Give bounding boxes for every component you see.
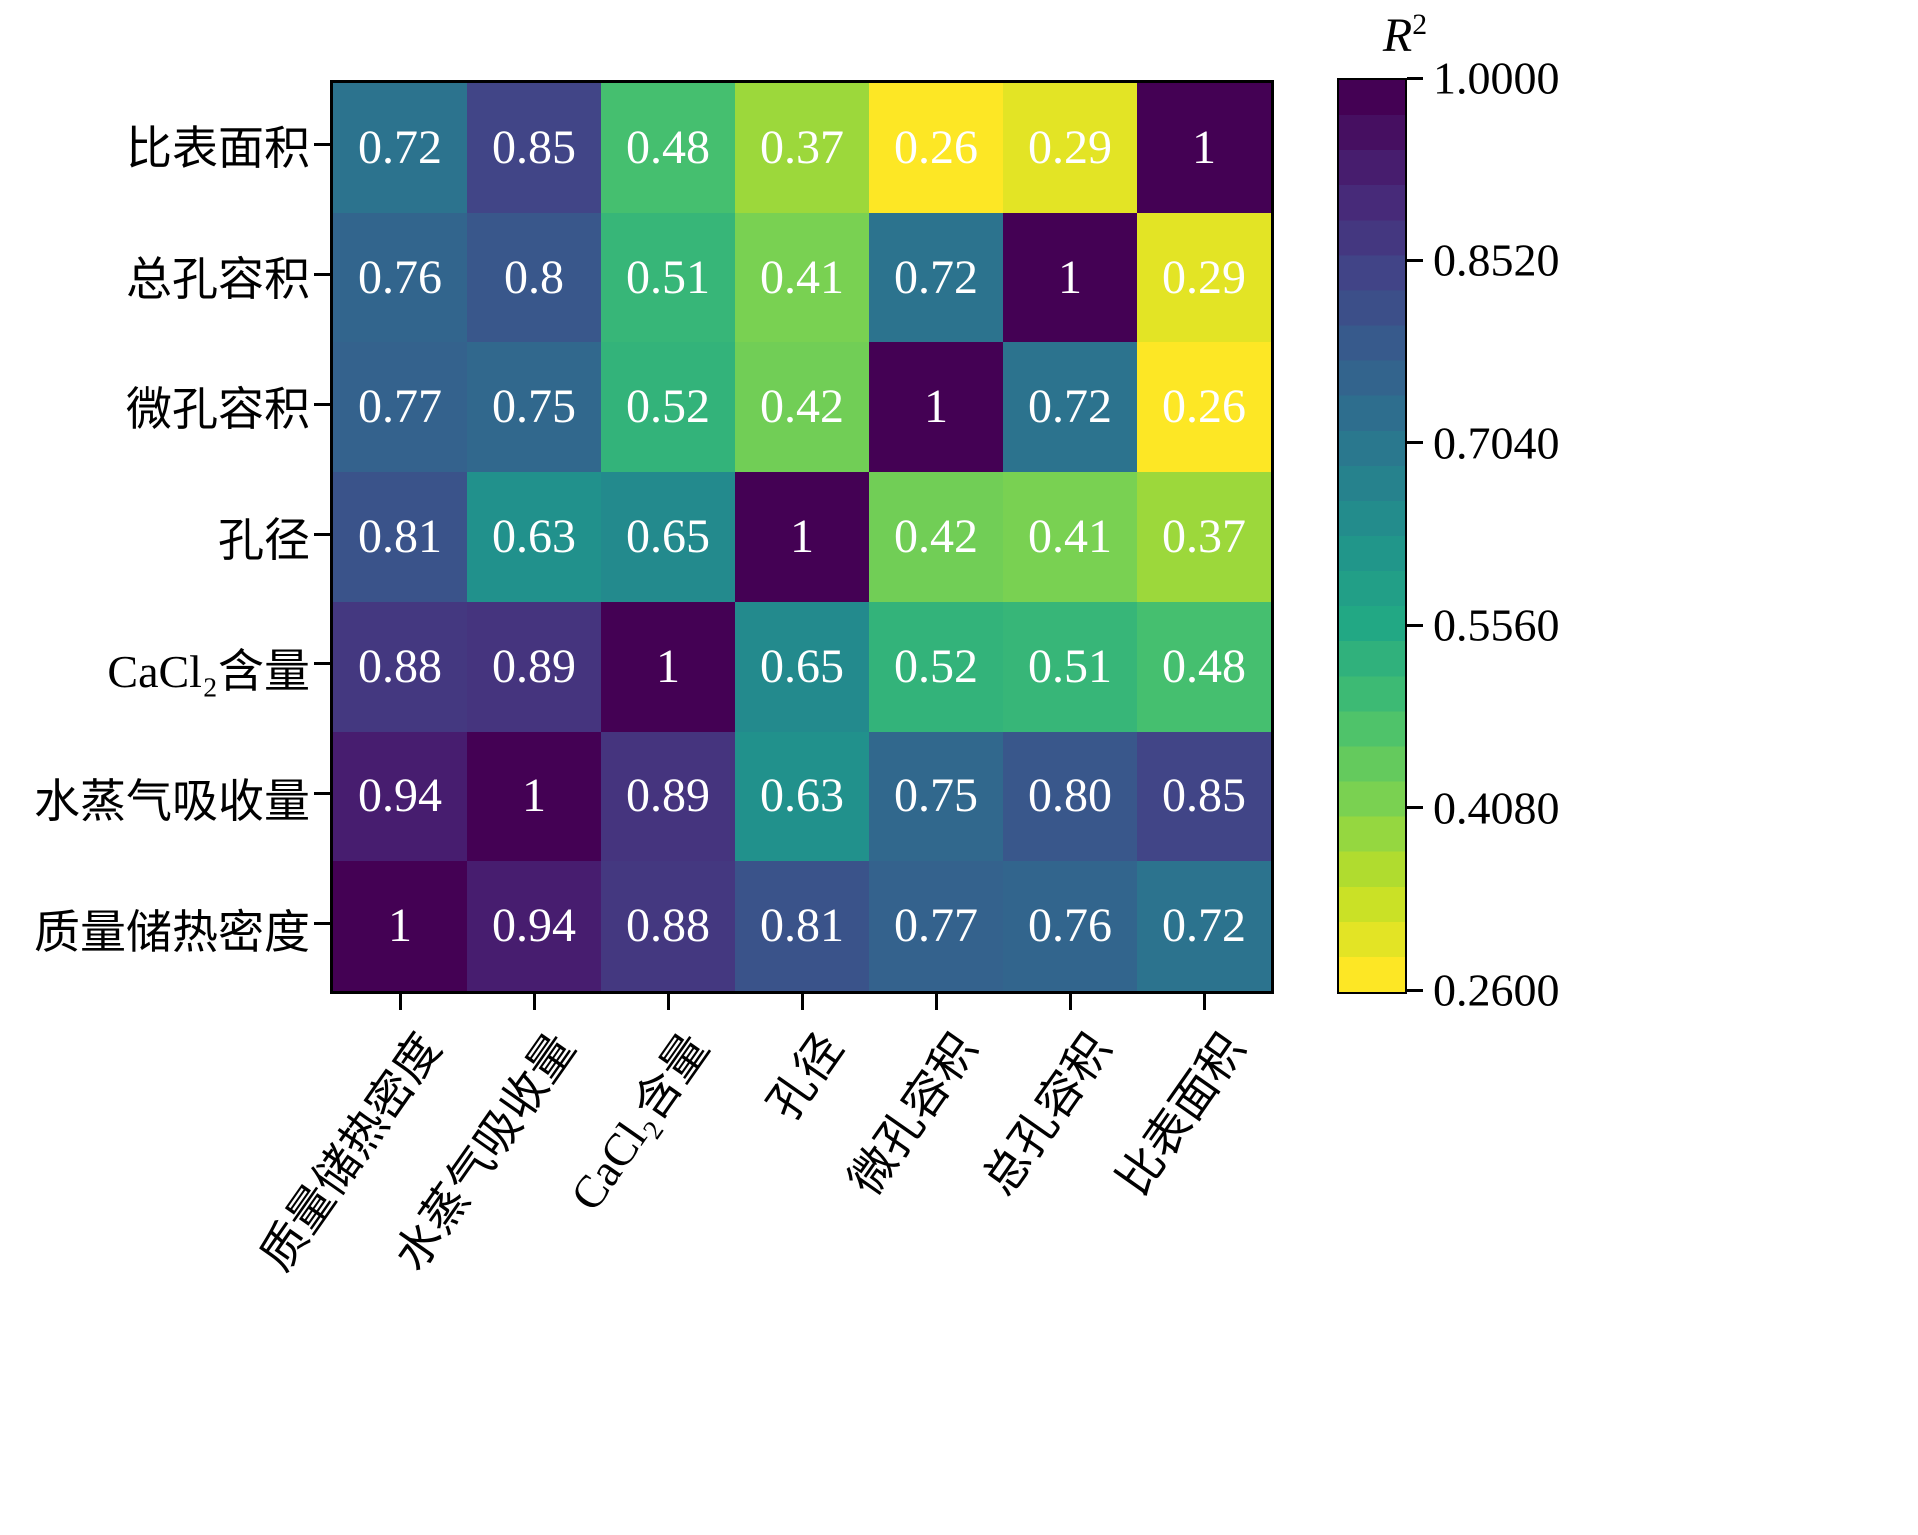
heatmap-cell: 0.41 — [735, 212, 869, 343]
heatmap-cell: 0.26 — [869, 83, 1003, 213]
heatmap-cell: 0.52 — [601, 342, 735, 473]
heatmap-cell: 0.89 — [601, 731, 735, 862]
heatmap-cell: 0.72 — [1003, 342, 1137, 473]
colorbar-tick-label: 1.0000 — [1433, 52, 1560, 104]
r-squared-exponent: 2 — [1412, 8, 1428, 41]
colorbar-tick — [1407, 441, 1423, 445]
heatmap-cell: 0.81 — [735, 861, 869, 991]
heatmap-cell: 1 — [601, 601, 735, 732]
row-label: 孔径 — [218, 515, 310, 567]
y-axis-tick — [314, 273, 330, 277]
colorbar-gradient — [1339, 80, 1405, 992]
r-squared-symbol: R — [1382, 9, 1413, 62]
row-label: 比表面积 — [126, 123, 310, 175]
row-label: 水蒸气吸收量 — [34, 776, 310, 828]
colorbar-tick — [1407, 258, 1423, 262]
row-label: 总孔容积 — [126, 253, 310, 305]
colorbar-title: R2 — [1345, 8, 1465, 63]
y-axis-labels: 比表面积总孔容积微孔容积孔径 CaCl₂含量水蒸气吸收量 质量储热密度 — [0, 80, 310, 994]
heatmap-cell: 0.63 — [467, 472, 601, 602]
column-label: 微孔容积 — [839, 1024, 987, 1205]
heatmap-cell: 1 — [869, 342, 1003, 473]
heatmap-cell: 0.75 — [869, 731, 1003, 862]
heatmap-plot: 0.72 0.85 0.48 0.37 0.26 0.29 1 0.76 0.8 0.51 0.41… — [330, 80, 1274, 994]
y-axis-tick — [314, 143, 330, 147]
heatmap-cell: 0.51 — [1003, 601, 1137, 732]
heatmap-cell: 1 — [1003, 212, 1137, 343]
x-axis-tick — [1202, 994, 1206, 1010]
heatmap-cell: 0.77 — [333, 342, 467, 473]
y-axis-tick — [314, 921, 330, 925]
heatmap-cell: 0.80 — [1003, 731, 1137, 862]
colorbar-tick — [1407, 988, 1423, 992]
heatmap-cell: 0.81 — [333, 472, 467, 602]
y-axis-tick — [314, 402, 330, 406]
heatmap-cell: 0.89 — [467, 601, 601, 732]
row-label: 质量储热密度 — [34, 906, 310, 958]
heatmap-cell: 0.42 — [735, 342, 869, 473]
heatmap-cell: 0.76 — [333, 212, 467, 343]
heatmap-cell: 0.26 — [1137, 342, 1271, 473]
colorbar-tick — [1407, 76, 1423, 80]
heatmap-cell: 0.48 — [1137, 601, 1271, 732]
row-label: CaCl₂含量 — [107, 645, 310, 697]
column-label: 总孔容积 — [973, 1024, 1121, 1205]
heatmap-cell: 0.72 — [1137, 861, 1271, 991]
heatmap-cell: 1 — [735, 472, 869, 602]
row-label: 微孔容积 — [126, 384, 310, 436]
x-axis-tick — [532, 994, 536, 1010]
colorbar-tick-label: 0.4080 — [1433, 782, 1560, 834]
heatmap-cell: 0.85 — [1137, 731, 1271, 862]
heatmap-cell: 0.63 — [735, 731, 869, 862]
heatmap-cell: 0.94 — [467, 861, 601, 991]
y-axis-tick — [314, 532, 330, 536]
heatmap-cell: 0.29 — [1003, 83, 1137, 213]
heatmap-cell: 0.72 — [333, 83, 467, 213]
x-axis-tick — [934, 994, 938, 1010]
heatmap-cell: 0.52 — [869, 601, 1003, 732]
heatmap-cell: 0.41 — [1003, 472, 1137, 602]
colorbar-tick — [1407, 623, 1423, 627]
colorbar — [1337, 78, 1407, 994]
colorbar-tick-label: 0.5560 — [1433, 599, 1560, 651]
heatmap-cell: 0.85 — [467, 83, 601, 213]
colorbar-tick — [1407, 806, 1423, 810]
heatmap-cell: 0.77 — [869, 861, 1003, 991]
heatmap-cell: 0.51 — [601, 212, 735, 343]
colorbar-tick-label: 0.8520 — [1433, 234, 1560, 286]
heatmap-cell: 0.72 — [869, 212, 1003, 343]
x-axis-tick — [800, 994, 804, 1010]
heatmap-cell: 0.65 — [601, 472, 735, 602]
column-label: 孔径 — [758, 1024, 853, 1129]
heatmap-cell: 0.37 — [1137, 472, 1271, 602]
y-axis-tick — [314, 662, 330, 666]
heatmap-cell: 0.94 — [333, 731, 467, 862]
heatmap-cell: 1 — [467, 731, 601, 862]
heatmap-cell: 0.8 — [467, 212, 601, 343]
column-label: 比表面积 — [1107, 1024, 1255, 1205]
heatmap-cell: 0.37 — [735, 83, 869, 213]
heatmap-cell: 0.65 — [735, 601, 869, 732]
heatmap-cell: 0.42 — [869, 472, 1003, 602]
colorbar-tick-label: 0.7040 — [1433, 417, 1560, 469]
colorbar-tick-label: 0.2600 — [1433, 964, 1560, 1016]
heatmap-cell: 0.48 — [601, 83, 735, 213]
x-axis-tick — [1068, 994, 1072, 1010]
heatmap-cell: 0.29 — [1137, 212, 1271, 343]
heatmap-cell: 1 — [1137, 83, 1271, 213]
heatmap-cell: 0.88 — [601, 861, 735, 991]
y-axis-tick — [314, 791, 330, 795]
x-axis-tick — [666, 994, 670, 1010]
heatmap-cell: 0.88 — [333, 601, 467, 732]
x-axis-tick — [398, 994, 402, 1010]
heatmap-cell: 1 — [333, 861, 467, 991]
heatmap-grid: 0.72 0.85 0.48 0.37 0.26 0.29 1 0.76 0.8 0.51 0.41… — [333, 83, 1271, 991]
heatmap-cell: 0.75 — [467, 342, 601, 473]
heatmap-cell: 0.76 — [1003, 861, 1137, 991]
